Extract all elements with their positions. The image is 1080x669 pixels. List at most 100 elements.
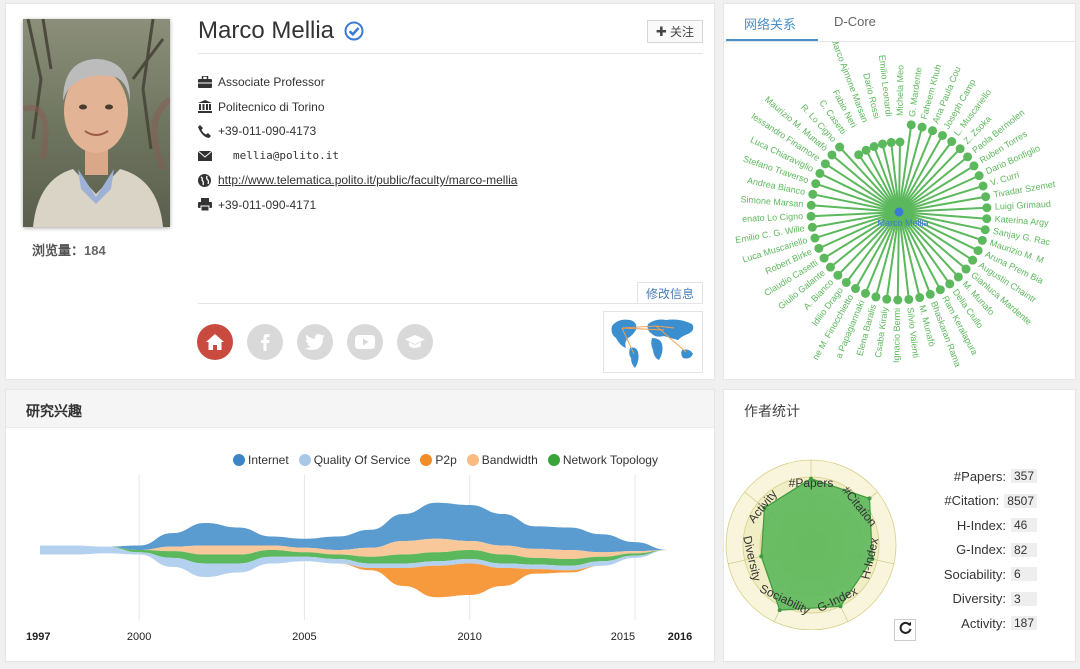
youtube-icon[interactable] bbox=[347, 324, 383, 360]
network-node[interactable] bbox=[806, 211, 816, 221]
stat-item: #Papers: 357 bbox=[944, 464, 1037, 489]
network-node[interactable] bbox=[947, 137, 957, 147]
network-node[interactable] bbox=[806, 200, 816, 210]
network-node[interactable] bbox=[978, 181, 988, 191]
network-edge bbox=[865, 149, 900, 213]
network-node[interactable] bbox=[961, 264, 971, 274]
verified-icon bbox=[344, 21, 364, 41]
view-count: 浏览量：184 bbox=[32, 240, 106, 259]
network-node[interactable] bbox=[886, 137, 896, 147]
network-node[interactable] bbox=[895, 137, 905, 147]
network-node[interactable] bbox=[819, 253, 829, 263]
network-node[interactable] bbox=[973, 246, 983, 256]
network-node[interactable] bbox=[925, 289, 935, 299]
facebook-icon[interactable] bbox=[247, 324, 283, 360]
network-edge bbox=[831, 154, 900, 213]
graduation-cap-icon[interactable] bbox=[397, 324, 433, 360]
briefcase-icon bbox=[198, 76, 218, 89]
network-node[interactable] bbox=[980, 225, 990, 235]
network-node[interactable] bbox=[981, 192, 991, 202]
network-node[interactable] bbox=[833, 270, 843, 280]
position-text: Associate Professor bbox=[218, 75, 325, 90]
radar-polygon bbox=[759, 476, 875, 613]
refresh-button[interactable] bbox=[894, 619, 916, 641]
radar-point bbox=[762, 505, 767, 510]
twitter-icon[interactable] bbox=[297, 324, 333, 360]
divider bbox=[198, 303, 703, 304]
legend-item-internet[interactable]: Internet bbox=[233, 453, 289, 467]
network-node[interactable] bbox=[974, 171, 984, 181]
legend-label: Quality Of Service bbox=[313, 453, 411, 467]
legend-item-bandwidth[interactable]: Bandwidth bbox=[466, 453, 538, 467]
network-node[interactable] bbox=[820, 159, 830, 169]
follow-button[interactable]: ✚ 关注 bbox=[647, 20, 703, 43]
network-edge bbox=[898, 211, 960, 278]
edit-info-button[interactable]: 修改信息 bbox=[637, 282, 704, 303]
home-icon[interactable] bbox=[197, 324, 233, 360]
network-node[interactable] bbox=[808, 189, 818, 199]
network-node[interactable] bbox=[882, 294, 892, 304]
network-node[interactable] bbox=[969, 161, 979, 171]
network-edge bbox=[819, 172, 900, 213]
tab-network-relations[interactable]: 网络关系 bbox=[744, 17, 797, 32]
network-node[interactable] bbox=[977, 235, 987, 245]
network-node[interactable] bbox=[937, 130, 947, 140]
network-node[interactable] bbox=[982, 203, 992, 213]
network-node[interactable] bbox=[851, 284, 861, 294]
center-node[interactable] bbox=[894, 207, 904, 217]
world-map[interactable] bbox=[603, 311, 703, 373]
section-title: 作者统计 bbox=[744, 403, 800, 419]
homepage-link[interactable]: http://www.telematica.polito.it/public/f… bbox=[218, 173, 518, 188]
network-node[interactable] bbox=[904, 294, 914, 304]
network-node[interactable] bbox=[915, 293, 925, 303]
network-node[interactable] bbox=[811, 179, 821, 189]
tab-d-core[interactable]: D-Core bbox=[834, 14, 876, 29]
network-node[interactable] bbox=[869, 142, 879, 152]
network-node[interactable] bbox=[815, 168, 825, 178]
network-node[interactable] bbox=[982, 214, 992, 224]
stream-layer-bandwidth[interactable] bbox=[40, 538, 668, 559]
network-node[interactable] bbox=[906, 120, 916, 130]
network-node[interactable] bbox=[928, 126, 938, 136]
legend-item-network-topology[interactable]: Network Topology bbox=[547, 453, 658, 467]
network-node[interactable] bbox=[953, 272, 963, 282]
network-node[interactable] bbox=[827, 150, 837, 160]
network-node[interactable] bbox=[807, 222, 817, 232]
chart-legend: Internet Quality Of Service P2p Bandwidt… bbox=[233, 453, 668, 467]
network-node[interactable] bbox=[841, 277, 851, 287]
network-node-label: Silvio Valenti bbox=[905, 307, 921, 359]
fax-text: +39-011-090-4171 bbox=[218, 197, 317, 212]
network-edge bbox=[864, 211, 900, 294]
network-node[interactable] bbox=[854, 150, 864, 160]
network-node[interactable] bbox=[825, 262, 835, 272]
network-node[interactable] bbox=[893, 295, 903, 305]
network-node[interactable] bbox=[963, 152, 973, 162]
network-edge bbox=[898, 211, 910, 300]
network-edge bbox=[818, 211, 900, 250]
network-node[interactable] bbox=[860, 288, 870, 298]
network-node[interactable] bbox=[955, 144, 965, 154]
legend-item-qos[interactable]: Quality Of Service bbox=[298, 453, 411, 467]
network-node[interactable] bbox=[935, 285, 945, 295]
network-edge bbox=[811, 211, 900, 218]
network-node[interactable] bbox=[871, 292, 881, 302]
stream-layer-internet[interactable] bbox=[40, 502, 668, 553]
network-edge bbox=[881, 143, 900, 213]
stat-value: 6 bbox=[1011, 567, 1037, 582]
legend-item-p2p[interactable]: P2p bbox=[420, 453, 457, 467]
stream-layer-network-topology[interactable] bbox=[40, 545, 668, 566]
streamgraph-chart[interactable]: 1997 2000 2005 2010 2015 2016 bbox=[6, 470, 714, 660]
network-edge bbox=[890, 142, 900, 213]
network-node[interactable] bbox=[878, 139, 888, 149]
network-node[interactable] bbox=[945, 279, 955, 289]
author-stats-card: 作者统计 #Papers #Citation H-Index G-Index Socia… bbox=[723, 389, 1076, 662]
network-node[interactable] bbox=[810, 233, 820, 243]
network-edge bbox=[898, 206, 987, 213]
network-node[interactable] bbox=[835, 142, 845, 152]
network-node[interactable] bbox=[968, 255, 978, 265]
stream-layer-quality-of-service[interactable] bbox=[40, 545, 668, 578]
network-node[interactable] bbox=[814, 243, 824, 253]
network-node[interactable] bbox=[861, 145, 871, 155]
network-node[interactable] bbox=[917, 122, 927, 132]
